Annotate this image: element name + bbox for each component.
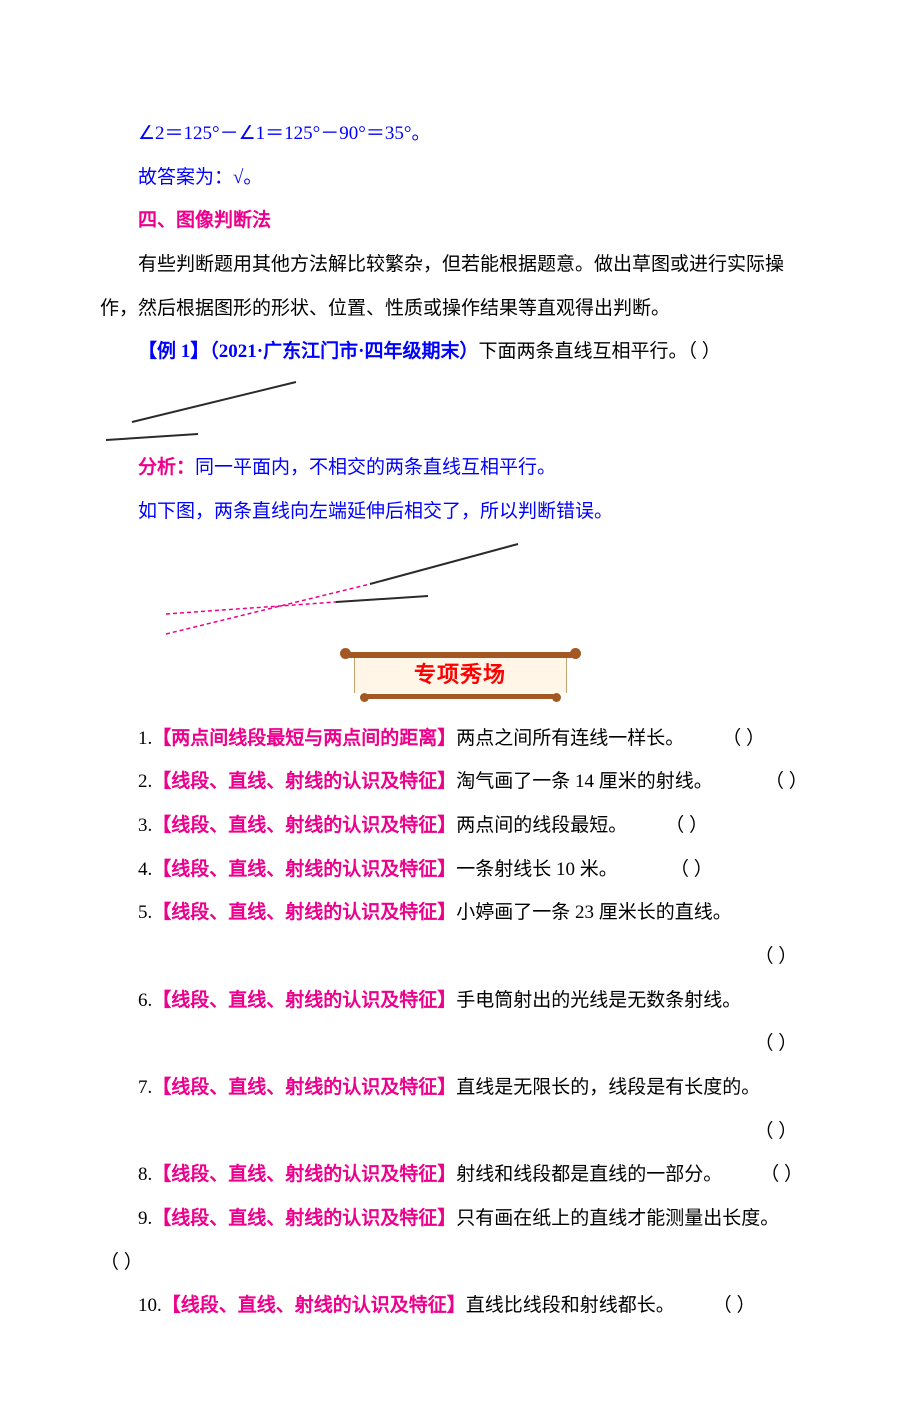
question-text: 两点间的线段最短。 (456, 815, 627, 836)
question-number: 10. (138, 1295, 162, 1316)
section-4-description: 有些判断题用其他方法解比较繁杂，但若能根据题意。做出草图或进行实际操作，然后根据… (100, 243, 820, 330)
question-paren: （ ） (675, 1284, 756, 1328)
analysis-line-2: 如下图，两条直线向左端延伸后相交了，所以判断错误。 (100, 490, 820, 534)
question-item: 9.【线段、直线、射线的认识及特征】只有画在纸上的直线才能测量出长度。 (100, 1197, 820, 1241)
question-text: 只有画在纸上的直线才能测量出长度。 (456, 1208, 779, 1229)
question-item: 6.【线段、直线、射线的认识及特征】手电筒射出的光线是无数条射线。 (100, 979, 820, 1023)
question-text: 射线和线段都是直线的一部分。 (456, 1164, 722, 1185)
question-text: 小婷画了一条 23 厘米长的直线。 (456, 902, 732, 923)
two-lines-figure (106, 374, 306, 446)
question-item: 7.【线段、直线、射线的认识及特征】直线是无限长的，线段是有长度的。 (100, 1066, 820, 1110)
question-paren: （ ） (100, 1110, 820, 1154)
analysis-line-1: 分析：同一平面内，不相交的两条直线互相平行。 (100, 446, 820, 490)
analysis-text-1: 同一平面内，不相交的两条直线互相平行。 (195, 457, 556, 478)
question-number: 7. (138, 1077, 152, 1098)
question-paren: （ ） (727, 760, 808, 804)
question-tag: 【线段、直线、射线的认识及特征】 (152, 1077, 456, 1098)
question-item: 8.【线段、直线、射线的认识及特征】射线和线段都是直线的一部分。（ ） (100, 1153, 820, 1197)
example-1: 【例 1】（2021·广东江门市·四年级期末）下面两条直线互相平行。（ ） (100, 330, 820, 374)
question-text: 两点之间所有连线一样长。 (456, 728, 684, 749)
question-number: 4. (138, 859, 152, 880)
question-number: 8. (138, 1164, 152, 1185)
question-paren: （ ） (627, 804, 708, 848)
question-tag: 【线段、直线、射线的认识及特征】 (152, 771, 456, 792)
question-tag: 【线段、直线、射线的认识及特征】 (162, 1295, 466, 1316)
question-item: 2.【线段、直线、射线的认识及特征】淘气画了一条 14 厘米的射线。 （ ） (100, 760, 820, 804)
question-paren: （ ） (100, 1022, 820, 1066)
example-label: 【例 1】 (138, 341, 209, 362)
question-text: 淘气画了一条 14 厘米的射线。 (456, 771, 713, 792)
question-list: 1.【两点间线段最短与两点间的距离】两点之间所有连线一样长。（ ）2.【线段、直… (100, 717, 820, 1329)
question-tag: 【线段、直线、射线的认识及特征】 (152, 1208, 456, 1229)
question-number: 3. (138, 815, 152, 836)
solution-equation: ∠2＝125°－∠1＝125°－90°＝35°。 (100, 112, 820, 156)
question-number: 1. (138, 728, 152, 749)
question-text: 一条射线长 10 米。 (456, 859, 618, 880)
question-item: 5.【线段、直线、射线的认识及特征】小婷画了一条 23 厘米长的直线。 (100, 891, 820, 935)
question-tag: 【线段、直线、射线的认识及特征】 (152, 902, 456, 923)
question-paren: （ ） (100, 1241, 820, 1285)
question-paren: （ ） (100, 935, 820, 979)
question-item: 1.【两点间线段最短与两点间的距离】两点之间所有连线一样长。（ ） (100, 717, 820, 761)
question-tag: 【两点间线段最短与两点间的距离】 (152, 728, 456, 749)
question-paren: （ ） (632, 848, 713, 892)
analysis-label: 分析： (138, 457, 195, 478)
figure-1 (106, 374, 820, 446)
question-tag: 【线段、直线、射线的认识及特征】 (152, 815, 456, 836)
section-4-title: 四、图像判断法 (100, 199, 820, 243)
question-text: 手电筒射出的光线是无数条射线。 (456, 990, 741, 1011)
question-item: 4.【线段、直线、射线的认识及特征】一条射线长 10 米。 （ ） (100, 848, 820, 892)
page: ∠2＝125°－∠1＝125°－90°＝35°。 故答案为：√。 四、图像判断法… (0, 0, 920, 1408)
question-text: 直线比线段和射线都长。 (466, 1295, 675, 1316)
question-item: 3.【线段、直线、射线的认识及特征】两点间的线段最短。（ ） (100, 804, 820, 848)
question-number: 2. (138, 771, 152, 792)
extended-lines-figure (138, 534, 528, 638)
question-paren: （ ） (684, 717, 765, 761)
question-text: 直线是无限长的，线段是有长度的。 (456, 1077, 760, 1098)
example-source: （2021·广东江门市·四年级期末） (209, 341, 478, 362)
banner-title: 专项秀场 (414, 650, 506, 701)
question-number: 9. (138, 1208, 152, 1229)
solution-answer: 故答案为：√。 (100, 156, 820, 200)
question-tag: 【线段、直线、射线的认识及特征】 (152, 1164, 456, 1185)
section-banner: 专项秀场 (344, 650, 577, 701)
question-item: 10.【线段、直线、射线的认识及特征】直线比线段和射线都长。（ ） (100, 1284, 820, 1328)
question-number: 5. (138, 902, 152, 923)
question-tag: 【线段、直线、射线的认识及特征】 (152, 859, 456, 880)
question-tag: 【线段、直线、射线的认识及特征】 (152, 990, 456, 1011)
figure-2 (138, 534, 820, 638)
example-question: 下面两条直线互相平行。（ ） (478, 341, 720, 362)
question-paren: （ ） (722, 1153, 803, 1197)
question-number: 6. (138, 990, 152, 1011)
